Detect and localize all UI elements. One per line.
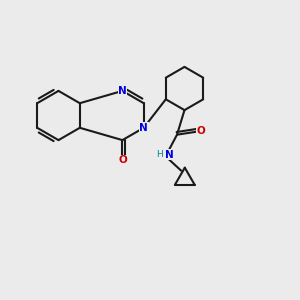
- Text: N: N: [118, 86, 127, 96]
- Text: O: O: [196, 126, 205, 136]
- Text: O: O: [118, 155, 127, 165]
- Text: N: N: [165, 150, 174, 160]
- Text: N: N: [139, 123, 148, 133]
- Text: H: H: [156, 150, 162, 159]
